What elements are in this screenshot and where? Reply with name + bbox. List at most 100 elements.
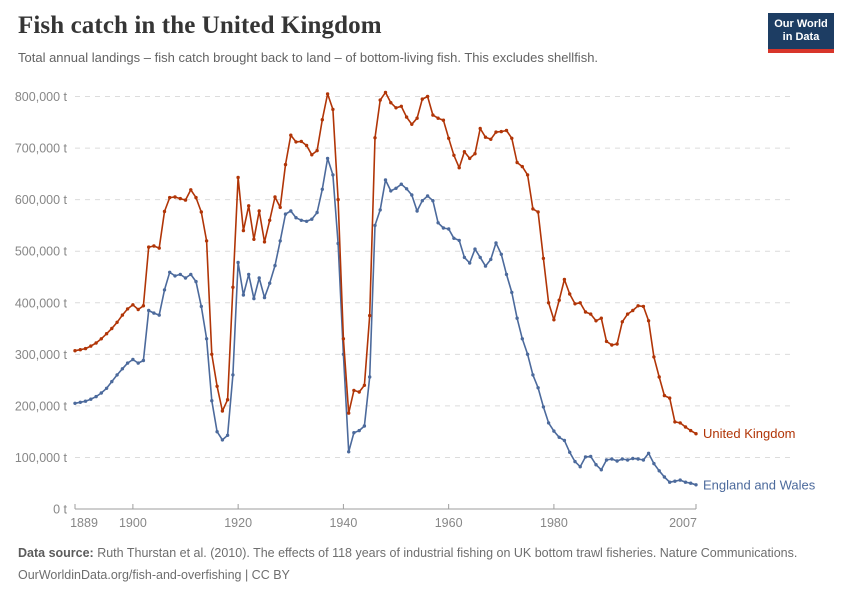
- y-tick-label: 600,000 t: [15, 193, 68, 207]
- data-point-united-kingdom: [652, 355, 656, 359]
- x-tick-label: 2007: [669, 516, 697, 530]
- data-point-england-and-wales: [357, 428, 361, 433]
- data-point-united-kingdom: [578, 301, 582, 305]
- data-point-united-kingdom: [531, 207, 535, 211]
- data-point-england-and-wales: [515, 316, 519, 320]
- data-point-england-and-wales: [689, 481, 693, 485]
- data-point-england-and-wales: [83, 399, 88, 403]
- data-point-united-kingdom: [157, 246, 161, 250]
- data-point-united-kingdom: [494, 130, 498, 134]
- data-point-england-and-wales: [441, 226, 446, 230]
- data-point-england-and-wales: [320, 187, 324, 191]
- data-point-united-kingdom: [415, 116, 419, 120]
- data-point-england-and-wales: [546, 421, 551, 425]
- data-point-england-and-wales: [404, 187, 409, 191]
- data-point-united-kingdom: [325, 92, 330, 96]
- series-label-united-kingdom: United Kingdom: [703, 426, 796, 441]
- data-point-england-and-wales: [489, 257, 493, 262]
- data-point-united-kingdom: [110, 326, 114, 331]
- data-point-united-kingdom: [136, 307, 140, 312]
- data-point-england-and-wales: [294, 216, 298, 220]
- data-point-england-and-wales: [368, 375, 372, 379]
- data-point-united-kingdom: [236, 175, 240, 180]
- data-point-united-kingdom: [341, 337, 346, 341]
- data-point-united-kingdom: [125, 307, 130, 311]
- data-point-united-kingdom: [562, 277, 567, 282]
- data-point-united-kingdom: [536, 210, 540, 214]
- data-point-england-and-wales: [236, 260, 240, 265]
- data-point-united-kingdom: [668, 396, 672, 400]
- data-point-england-and-wales: [278, 239, 282, 243]
- chart-header: Fish catch in the United Kingdom Total a…: [18, 12, 750, 65]
- data-point-england-and-wales: [173, 274, 177, 278]
- data-point-united-kingdom: [152, 244, 156, 248]
- data-source-line: Data source: Ruth Thurstan et al. (2010)…: [18, 542, 832, 564]
- data-point-united-kingdom: [583, 310, 588, 314]
- data-point-united-kingdom: [352, 388, 356, 393]
- data-point-united-kingdom: [141, 304, 146, 308]
- data-point-england-and-wales: [115, 373, 119, 377]
- data-point-england-and-wales: [299, 218, 303, 222]
- data-point-england-and-wales: [673, 479, 677, 483]
- data-point-united-kingdom: [404, 115, 409, 119]
- data-point-united-kingdom: [336, 197, 340, 202]
- data-point-england-and-wales: [615, 459, 619, 463]
- data-point-united-kingdom: [662, 393, 667, 398]
- data-point-england-and-wales: [383, 178, 388, 182]
- data-point-england-and-wales: [457, 238, 461, 243]
- data-point-united-kingdom: [310, 153, 314, 157]
- data-point-united-kingdom: [178, 196, 182, 201]
- data-point-united-kingdom: [673, 420, 677, 424]
- data-point-england-and-wales: [562, 438, 567, 443]
- series-label-england-and-wales: England and Wales: [703, 477, 816, 492]
- data-point-united-kingdom: [425, 94, 430, 99]
- data-point-england-and-wales: [125, 361, 130, 365]
- data-point-england-and-wales: [73, 401, 77, 405]
- data-point-united-kingdom: [557, 298, 561, 302]
- data-point-united-kingdom: [362, 383, 367, 387]
- data-point-england-and-wales: [499, 252, 503, 256]
- data-point-england-and-wales: [646, 451, 651, 455]
- data-point-england-and-wales: [468, 261, 472, 265]
- data-point-united-kingdom: [389, 101, 393, 105]
- data-point-united-kingdom: [599, 316, 603, 320]
- data-point-england-and-wales: [420, 199, 424, 203]
- data-point-england-and-wales: [557, 435, 561, 439]
- data-point-england-and-wales: [683, 480, 688, 484]
- data-point-england-and-wales: [636, 457, 640, 461]
- x-tick-label: 1920: [224, 516, 252, 530]
- data-point-england-and-wales: [568, 450, 572, 454]
- x-tick-label: 1960: [435, 516, 463, 530]
- data-point-england-and-wales: [573, 459, 577, 464]
- data-point-england-and-wales: [425, 194, 430, 198]
- data-point-england-and-wales: [331, 173, 335, 177]
- data-point-united-kingdom: [431, 113, 435, 117]
- data-point-united-kingdom: [610, 343, 614, 347]
- data-point-england-and-wales: [310, 217, 314, 221]
- data-point-england-and-wales: [552, 429, 556, 433]
- data-point-england-and-wales: [631, 456, 635, 461]
- data-point-england-and-wales: [120, 367, 125, 371]
- data-point-england-and-wales: [394, 186, 398, 190]
- x-tick-label: 1900: [119, 516, 147, 530]
- data-point-united-kingdom: [525, 173, 530, 177]
- data-point-united-kingdom: [94, 341, 98, 345]
- data-point-england-and-wales: [399, 182, 403, 186]
- data-point-england-and-wales: [273, 263, 277, 268]
- data-point-united-kingdom: [541, 256, 546, 261]
- data-point-united-kingdom: [678, 421, 682, 425]
- x-tick-label: 1940: [329, 516, 357, 530]
- data-point-united-kingdom: [373, 136, 377, 140]
- data-point-united-kingdom: [78, 348, 83, 352]
- data-point-england-and-wales: [78, 400, 83, 404]
- x-tick-label: 1980: [540, 516, 568, 530]
- data-point-united-kingdom: [304, 143, 309, 148]
- data-point-united-kingdom: [183, 198, 188, 202]
- data-point-england-and-wales: [520, 337, 524, 341]
- data-point-england-and-wales: [210, 399, 214, 403]
- data-point-england-and-wales: [652, 461, 656, 466]
- data-point-england-and-wales: [604, 458, 609, 462]
- data-point-england-and-wales: [110, 379, 114, 384]
- data-point-england-and-wales: [541, 405, 546, 409]
